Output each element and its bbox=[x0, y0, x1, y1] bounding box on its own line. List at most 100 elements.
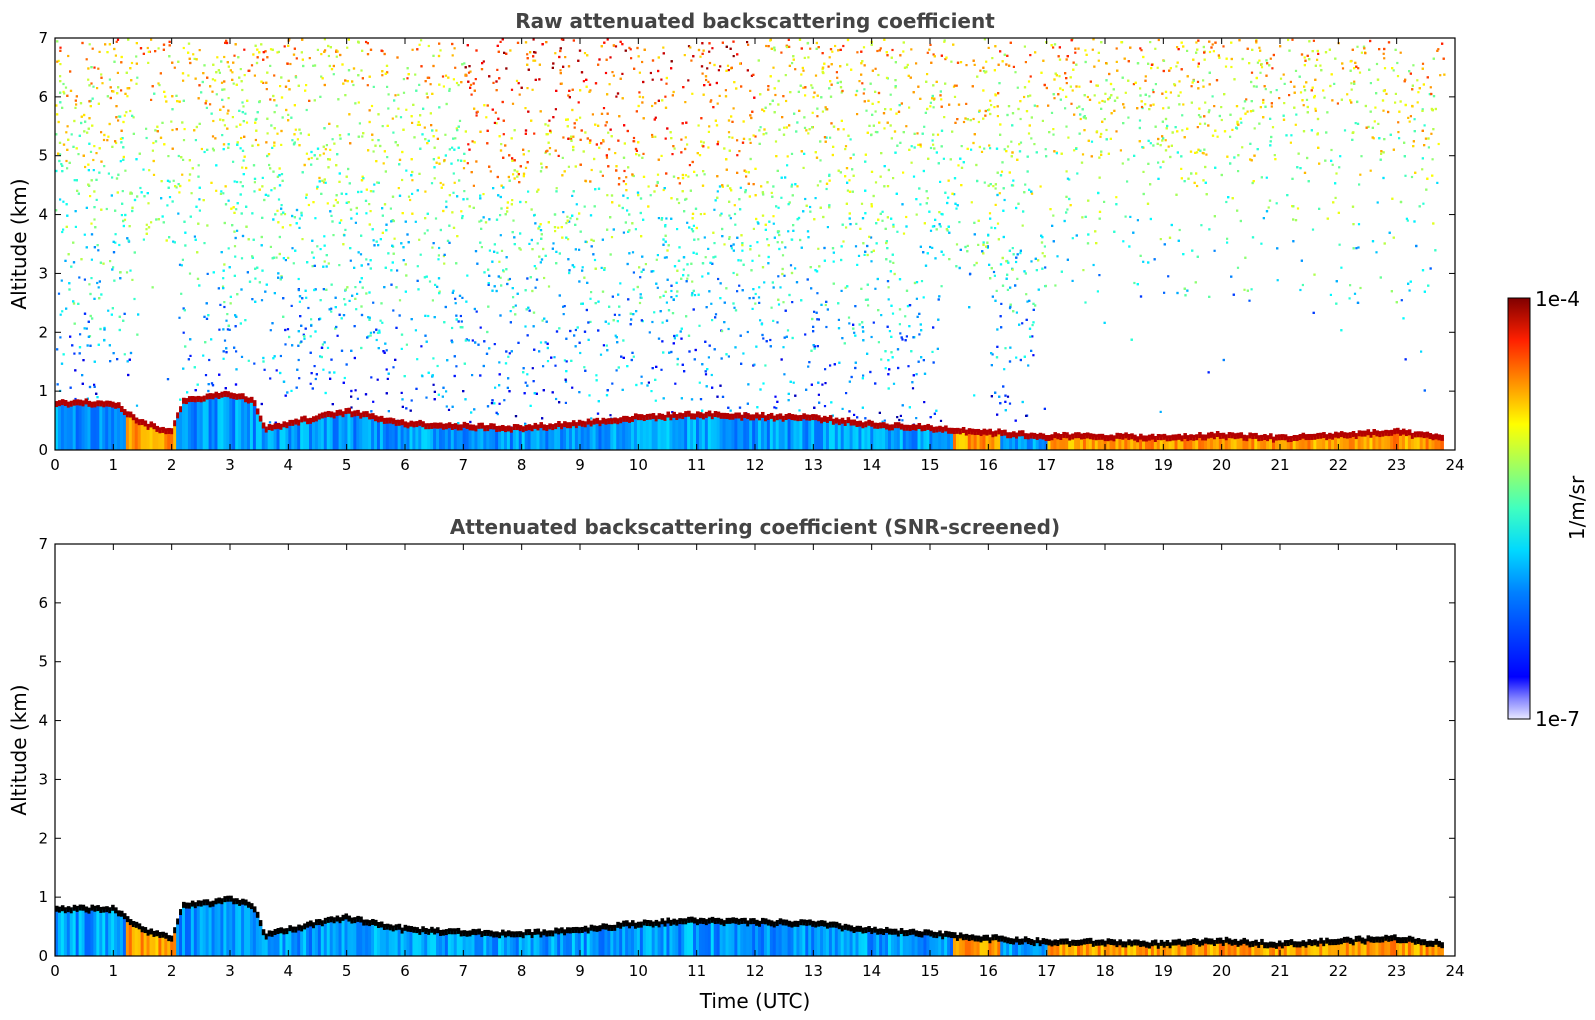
noise-pixel bbox=[152, 173, 156, 176]
noise-pixel bbox=[1252, 180, 1255, 183]
noise-pixel bbox=[420, 345, 423, 348]
noise-pixel bbox=[905, 225, 908, 228]
noise-pixel bbox=[915, 281, 919, 284]
noise-pixel bbox=[542, 365, 545, 368]
noise-pixel bbox=[915, 373, 918, 376]
noise-pixel bbox=[561, 156, 564, 159]
noise-pixel bbox=[322, 145, 325, 148]
noise-pixel bbox=[358, 122, 361, 125]
noise-pixel bbox=[753, 363, 756, 366]
noise-pixel bbox=[1066, 177, 1069, 180]
noise-pixel bbox=[83, 327, 86, 330]
noise-pixel bbox=[932, 53, 935, 56]
noise-pixel bbox=[1098, 101, 1101, 104]
noise-pixel bbox=[1383, 57, 1386, 60]
noise-pixel bbox=[985, 60, 988, 63]
noise-pixel bbox=[997, 92, 1000, 95]
noise-pixel bbox=[1211, 95, 1214, 98]
noise-pixel bbox=[1090, 140, 1094, 143]
noise-pixel bbox=[1317, 52, 1320, 55]
noise-pixel bbox=[802, 166, 805, 169]
noise-pixel bbox=[319, 355, 322, 358]
noise-pixel bbox=[774, 140, 778, 143]
noise-pixel bbox=[359, 253, 363, 256]
noise-pixel bbox=[1152, 91, 1155, 94]
noise-pixel bbox=[307, 203, 310, 207]
noise-pixel bbox=[577, 101, 580, 104]
noise-pixel bbox=[784, 74, 787, 77]
noise-pixel bbox=[955, 207, 958, 210]
noise-pixel bbox=[524, 166, 528, 169]
noise-pixel bbox=[791, 301, 794, 304]
noise-pixel bbox=[852, 323, 855, 326]
noise-pixel bbox=[997, 63, 1000, 66]
noise-pixel bbox=[571, 194, 574, 197]
noise-pixel bbox=[1065, 125, 1068, 128]
noise-pixel bbox=[1208, 83, 1211, 86]
noise-pixel bbox=[552, 116, 555, 119]
noise-pixel bbox=[238, 76, 241, 79]
noise-pixel bbox=[1139, 47, 1142, 50]
noise-pixel bbox=[783, 126, 786, 129]
noise-pixel bbox=[1349, 284, 1352, 287]
noise-pixel bbox=[253, 74, 256, 77]
noise-pixel bbox=[492, 81, 495, 84]
noise-pixel bbox=[147, 202, 150, 205]
noise-pixel bbox=[266, 132, 269, 135]
noise-pixel bbox=[1250, 71, 1254, 74]
noise-pixel bbox=[785, 99, 788, 103]
noise-pixel bbox=[1427, 146, 1430, 149]
noise-pixel bbox=[157, 82, 160, 85]
noise-pixel bbox=[269, 245, 272, 248]
noise-pixel bbox=[452, 289, 455, 292]
noise-pixel bbox=[638, 95, 641, 98]
noise-pixel bbox=[157, 47, 160, 50]
noise-pixel bbox=[100, 73, 103, 76]
noise-pixel bbox=[1079, 117, 1082, 121]
noise-pixel bbox=[197, 164, 200, 167]
noise-pixel bbox=[510, 88, 514, 91]
noise-pixel bbox=[814, 269, 817, 272]
noise-pixel bbox=[749, 244, 752, 248]
noise-pixel bbox=[534, 286, 537, 289]
noise-pixel bbox=[1313, 94, 1316, 98]
noise-pixel bbox=[111, 176, 114, 179]
noise-pixel bbox=[613, 313, 616, 316]
noise-pixel bbox=[637, 194, 640, 197]
noise-pixel bbox=[664, 95, 667, 98]
noise-pixel bbox=[807, 132, 810, 135]
noise-pixel bbox=[641, 255, 644, 258]
noise-pixel bbox=[816, 184, 819, 187]
noise-pixel bbox=[1359, 173, 1362, 176]
noise-pixel bbox=[402, 246, 405, 249]
noise-pixel bbox=[397, 93, 400, 96]
noise-pixel bbox=[806, 42, 809, 45]
noise-pixel bbox=[350, 406, 353, 409]
noise-pixel bbox=[1039, 185, 1042, 188]
noise-pixel bbox=[233, 54, 236, 57]
noise-pixel bbox=[236, 229, 239, 232]
noise-pixel bbox=[538, 225, 541, 228]
noise-pixel bbox=[1107, 98, 1110, 101]
noise-pixel bbox=[74, 397, 77, 401]
noise-pixel bbox=[298, 217, 301, 220]
noise-pixel bbox=[393, 237, 396, 240]
noise-pixel bbox=[66, 125, 69, 128]
noise-pixel bbox=[762, 382, 765, 385]
noise-pixel bbox=[267, 194, 270, 197]
noise-pixel bbox=[148, 169, 151, 172]
noise-pixel bbox=[1253, 127, 1256, 130]
noise-pixel bbox=[995, 289, 998, 292]
noise-pixel bbox=[578, 248, 581, 251]
noise-pixel bbox=[1349, 69, 1352, 72]
noise-pixel bbox=[1122, 240, 1125, 243]
noise-pixel bbox=[517, 82, 520, 85]
noise-pixel bbox=[1016, 277, 1019, 280]
noise-pixel bbox=[862, 46, 866, 49]
noise-pixel bbox=[418, 123, 421, 126]
noise-pixel bbox=[716, 395, 719, 398]
noise-pixel bbox=[1331, 163, 1334, 166]
noise-pixel bbox=[877, 73, 880, 77]
noise-pixel bbox=[512, 173, 515, 176]
noise-pixel bbox=[493, 121, 496, 124]
